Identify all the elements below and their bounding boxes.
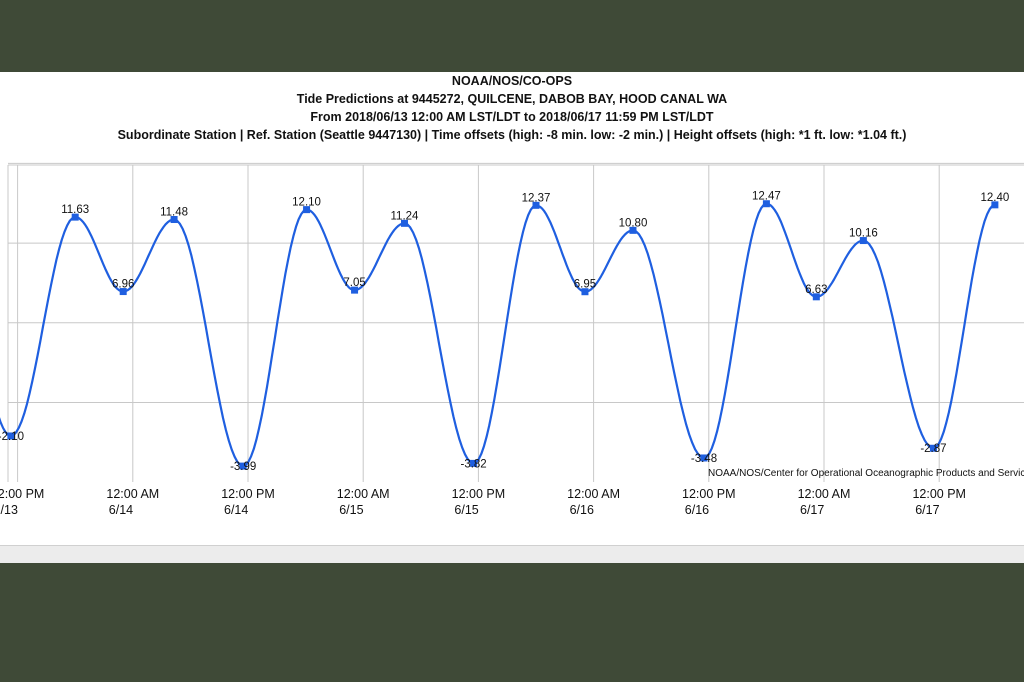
tide-point xyxy=(812,293,820,301)
chart-panel: NOAA/NOS/CO-OPS Tide Predictions at 9445… xyxy=(0,72,1024,562)
value-label: 12.37 xyxy=(522,192,551,204)
value-label: 12.40 xyxy=(980,192,1009,204)
x-tick-label-date: 6/15 xyxy=(454,503,478,517)
tide-point xyxy=(170,216,178,224)
value-label: -3.48 xyxy=(691,453,717,465)
x-tick-label-date: 6/14 xyxy=(109,503,133,517)
x-tick-label-time: 12:00 AM xyxy=(567,487,620,501)
tide-point xyxy=(859,237,867,245)
value-label: 7.05 xyxy=(343,277,365,289)
chart-title: NOAA/NOS/CO-OPS xyxy=(451,74,573,88)
value-labels-layer: -2.10 11.63 6.96 11.48 -3.99 12.10 7.05 11.24 -3… xyxy=(0,191,1009,473)
chart-subtitle-range: From 2018/06/13 12:00 AM LST/LDT to 2018… xyxy=(310,110,714,124)
x-tick-label-date: 6/16 xyxy=(685,503,709,517)
x-tick-label-date: 6/13 xyxy=(0,503,18,517)
x-tick-label-time: 12:00 AM xyxy=(106,487,159,501)
x-tick-label-time: 12:00 AM xyxy=(798,487,851,501)
value-label: 6.96 xyxy=(112,279,134,291)
x-tick-label-date: 6/17 xyxy=(915,503,939,517)
tide-point xyxy=(762,200,770,208)
value-label: 11.24 xyxy=(391,210,420,222)
x-tick-label-date: 6/15 xyxy=(339,503,363,517)
tide-point xyxy=(532,201,540,209)
value-label: 11.63 xyxy=(61,204,89,216)
tide-point xyxy=(303,206,311,214)
value-label: -3.82 xyxy=(460,458,486,470)
x-tick-label-time: 12:00 PM xyxy=(221,487,275,501)
tide-point xyxy=(470,459,478,467)
value-label: 6.63 xyxy=(805,284,827,296)
value-label: -3.99 xyxy=(230,461,256,473)
value-label: -2.10 xyxy=(0,431,24,443)
grid xyxy=(7,162,1024,482)
value-label: -2.87 xyxy=(920,443,946,455)
tide-point xyxy=(929,444,937,452)
points-layer xyxy=(7,200,999,470)
panel-bottom-edge xyxy=(0,545,1024,563)
tide-point xyxy=(629,226,637,234)
chart-subtitle-offsets: Subordinate Station | Ref. Station (Seat… xyxy=(117,128,907,142)
tide-point xyxy=(991,201,999,209)
x-tick-label-date: 6/14 xyxy=(224,503,248,517)
tide-point xyxy=(351,286,359,294)
tide-point xyxy=(71,213,79,221)
value-label: 12.10 xyxy=(292,197,321,209)
value-label: 11.48 xyxy=(160,207,188,219)
tide-point xyxy=(119,288,127,296)
x-tick-label-time: 12:00 AM xyxy=(337,487,390,501)
tide-point xyxy=(581,288,589,296)
tide-point xyxy=(700,454,708,462)
x-tick-label-time: 12:00 PM xyxy=(0,487,44,501)
x-axis-ticks: 12:00 PM 6/13 12:00 AM 6/14 12:00 PM 6/14 12:0… xyxy=(0,487,966,517)
x-tick-label-time: 12:00 PM xyxy=(682,487,736,501)
credit-text: NOAA/NOS/Center for Operational Oceanogr… xyxy=(708,468,1024,479)
value-label: 12.47 xyxy=(752,191,781,203)
tide-point xyxy=(239,462,247,470)
tide-point xyxy=(7,432,15,440)
value-label: 6.95 xyxy=(574,279,596,291)
x-tick-label-date: 6/16 xyxy=(570,503,594,517)
tide-point xyxy=(400,219,408,227)
chart-subtitle-station: Tide Predictions at 9445272, QUILCENE, D… xyxy=(296,92,728,106)
x-tick-label-time: 12:00 PM xyxy=(912,487,966,501)
value-label: 10.16 xyxy=(849,228,878,240)
x-tick-label-date: 6/17 xyxy=(800,503,824,517)
value-label: 10.80 xyxy=(619,217,648,229)
chart-titles: NOAA/NOS/CO-OPS Tide Predictions at 9445… xyxy=(0,72,1024,144)
x-tick-label-time: 12:00 PM xyxy=(452,487,506,501)
